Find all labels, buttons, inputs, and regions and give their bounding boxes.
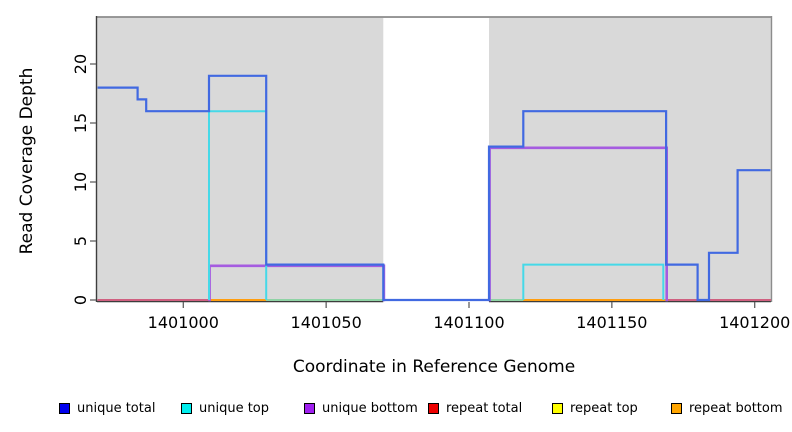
legend-swatch — [671, 402, 682, 414]
y-tick-label: 0 — [71, 295, 90, 305]
unique-top-line — [522, 263, 665, 300]
legend-label: repeat bottom — [689, 400, 783, 416]
legend-swatch — [428, 402, 439, 414]
x-tick-label: 1401100 — [433, 313, 504, 332]
y-axis-title: Read Coverage Depth — [17, 67, 37, 255]
x-tick-label: 1401200 — [719, 313, 790, 332]
x-tick-label: 1401000 — [148, 313, 219, 332]
legend-label: repeat total — [446, 400, 523, 416]
x-tick-label: 1401050 — [291, 313, 362, 332]
legend-item: repeat top — [552, 399, 638, 417]
legend-swatch — [181, 402, 192, 414]
y-tick-label: 20 — [71, 54, 90, 74]
legend-item: unique total — [59, 399, 155, 417]
legend-label: unique total — [77, 400, 156, 416]
legend: unique total unique top unique bottom repea… — [0, 399, 792, 419]
legend-label: unique bottom — [322, 400, 418, 416]
y-tick-label: 15 — [71, 113, 90, 133]
legend-label: repeat top — [570, 400, 638, 416]
legend-swatch — [304, 402, 315, 414]
y-tick-label: 10 — [71, 172, 90, 192]
legend-item: unique top — [181, 399, 269, 417]
unique-total-line — [97, 74, 771, 302]
x-axis-title: Coordinate in Reference Genome — [292, 357, 576, 377]
legend-label: unique top — [199, 400, 270, 416]
no-data-gap-region — [383, 18, 489, 304]
x-tick-label: 1401150 — [576, 313, 647, 332]
legend-item: repeat total — [428, 399, 522, 417]
legend-item: unique bottom — [304, 399, 418, 417]
y-tick-label: 5 — [71, 236, 90, 246]
legend-item: repeat bottom — [671, 399, 783, 417]
legend-swatch — [552, 402, 563, 414]
legend-swatch — [59, 402, 70, 414]
